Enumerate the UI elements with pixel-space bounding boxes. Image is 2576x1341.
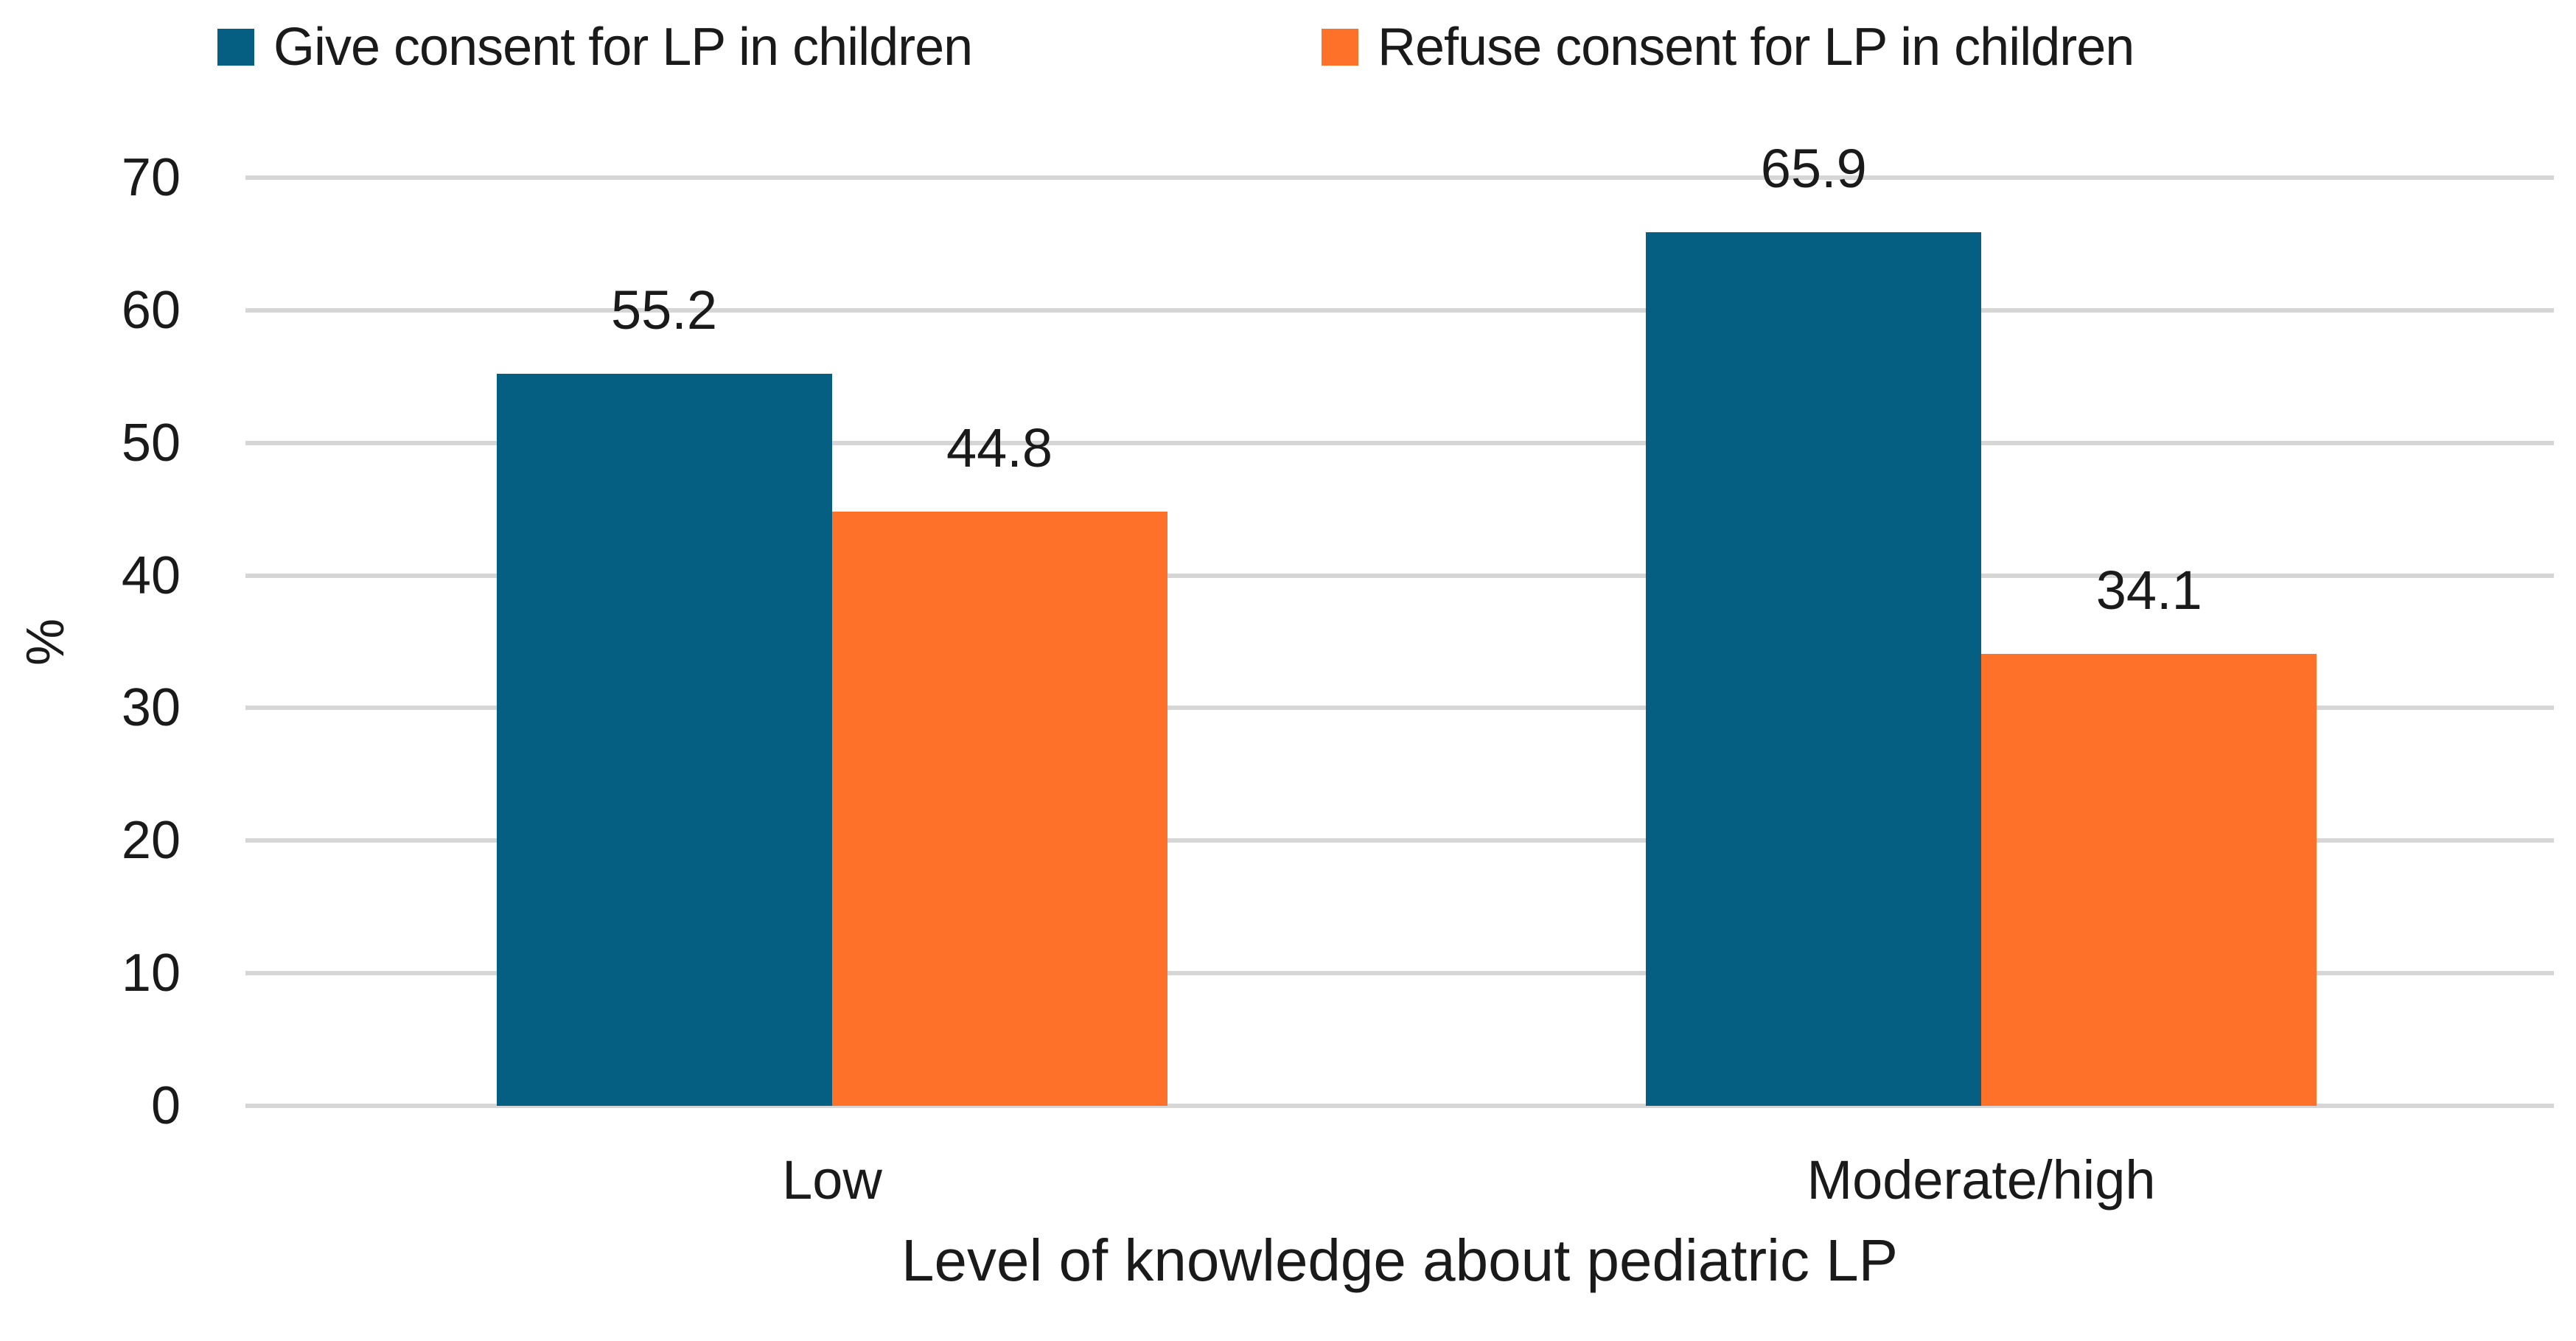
y-tick-30: 30	[121, 678, 181, 738]
gridline-60	[245, 307, 2554, 313]
gridline-0	[245, 1104, 2554, 1108]
x-axis-title: Level of knowledge about pediatric LP	[901, 1227, 1899, 1293]
bar-low-refuse	[831, 512, 1167, 1106]
legend-label-refuse-consent: Refuse consent for LP in children	[1378, 18, 2135, 77]
y-axis-tick-labels: 0 10 20 30 40 50 60 70	[0, 151, 181, 1132]
legend-label-give-consent: Give consent for LP in children	[273, 18, 973, 77]
legend-swatch-refuse-consent-icon	[1322, 29, 1358, 66]
legend-swatch-give-consent-icon	[217, 29, 254, 66]
value-label-low-refuse: 44.8	[946, 417, 1053, 479]
y-tick-50: 50	[121, 413, 181, 473]
gridline-70	[245, 175, 2554, 180]
y-tick-70: 70	[121, 148, 181, 207]
y-tick-40: 40	[121, 546, 181, 605]
y-tick-20: 20	[121, 811, 181, 871]
gridline-50	[245, 440, 2554, 445]
legend-item-refuse-consent: Refuse consent for LP in children	[1322, 10, 2135, 84]
legend-item-give-consent: Give consent for LP in children	[217, 10, 973, 84]
gridline-40	[245, 573, 2554, 578]
gridline-10	[245, 971, 2554, 976]
y-tick-0: 0	[150, 1076, 181, 1135]
bar-low-give	[496, 374, 832, 1106]
y-tick-60: 60	[121, 280, 181, 340]
value-label-moderate-high-give: 65.9	[1760, 137, 1867, 199]
x-tick-low: Low	[782, 1149, 882, 1211]
bar-moderate-high-refuse	[1981, 653, 2317, 1106]
value-label-low-give: 55.2	[611, 279, 718, 341]
bar-moderate-high-give	[1646, 231, 1982, 1106]
plot-area: 55.2 44.8 65.9 34.1	[245, 138, 2554, 1108]
value-label-moderate-high-refuse: 34.1	[2095, 559, 2202, 621]
y-tick-10: 10	[121, 944, 181, 1003]
gridline-20	[245, 838, 2554, 843]
x-tick-moderate-high: Moderate/high	[1807, 1149, 2156, 1211]
gridline-30	[245, 706, 2554, 711]
